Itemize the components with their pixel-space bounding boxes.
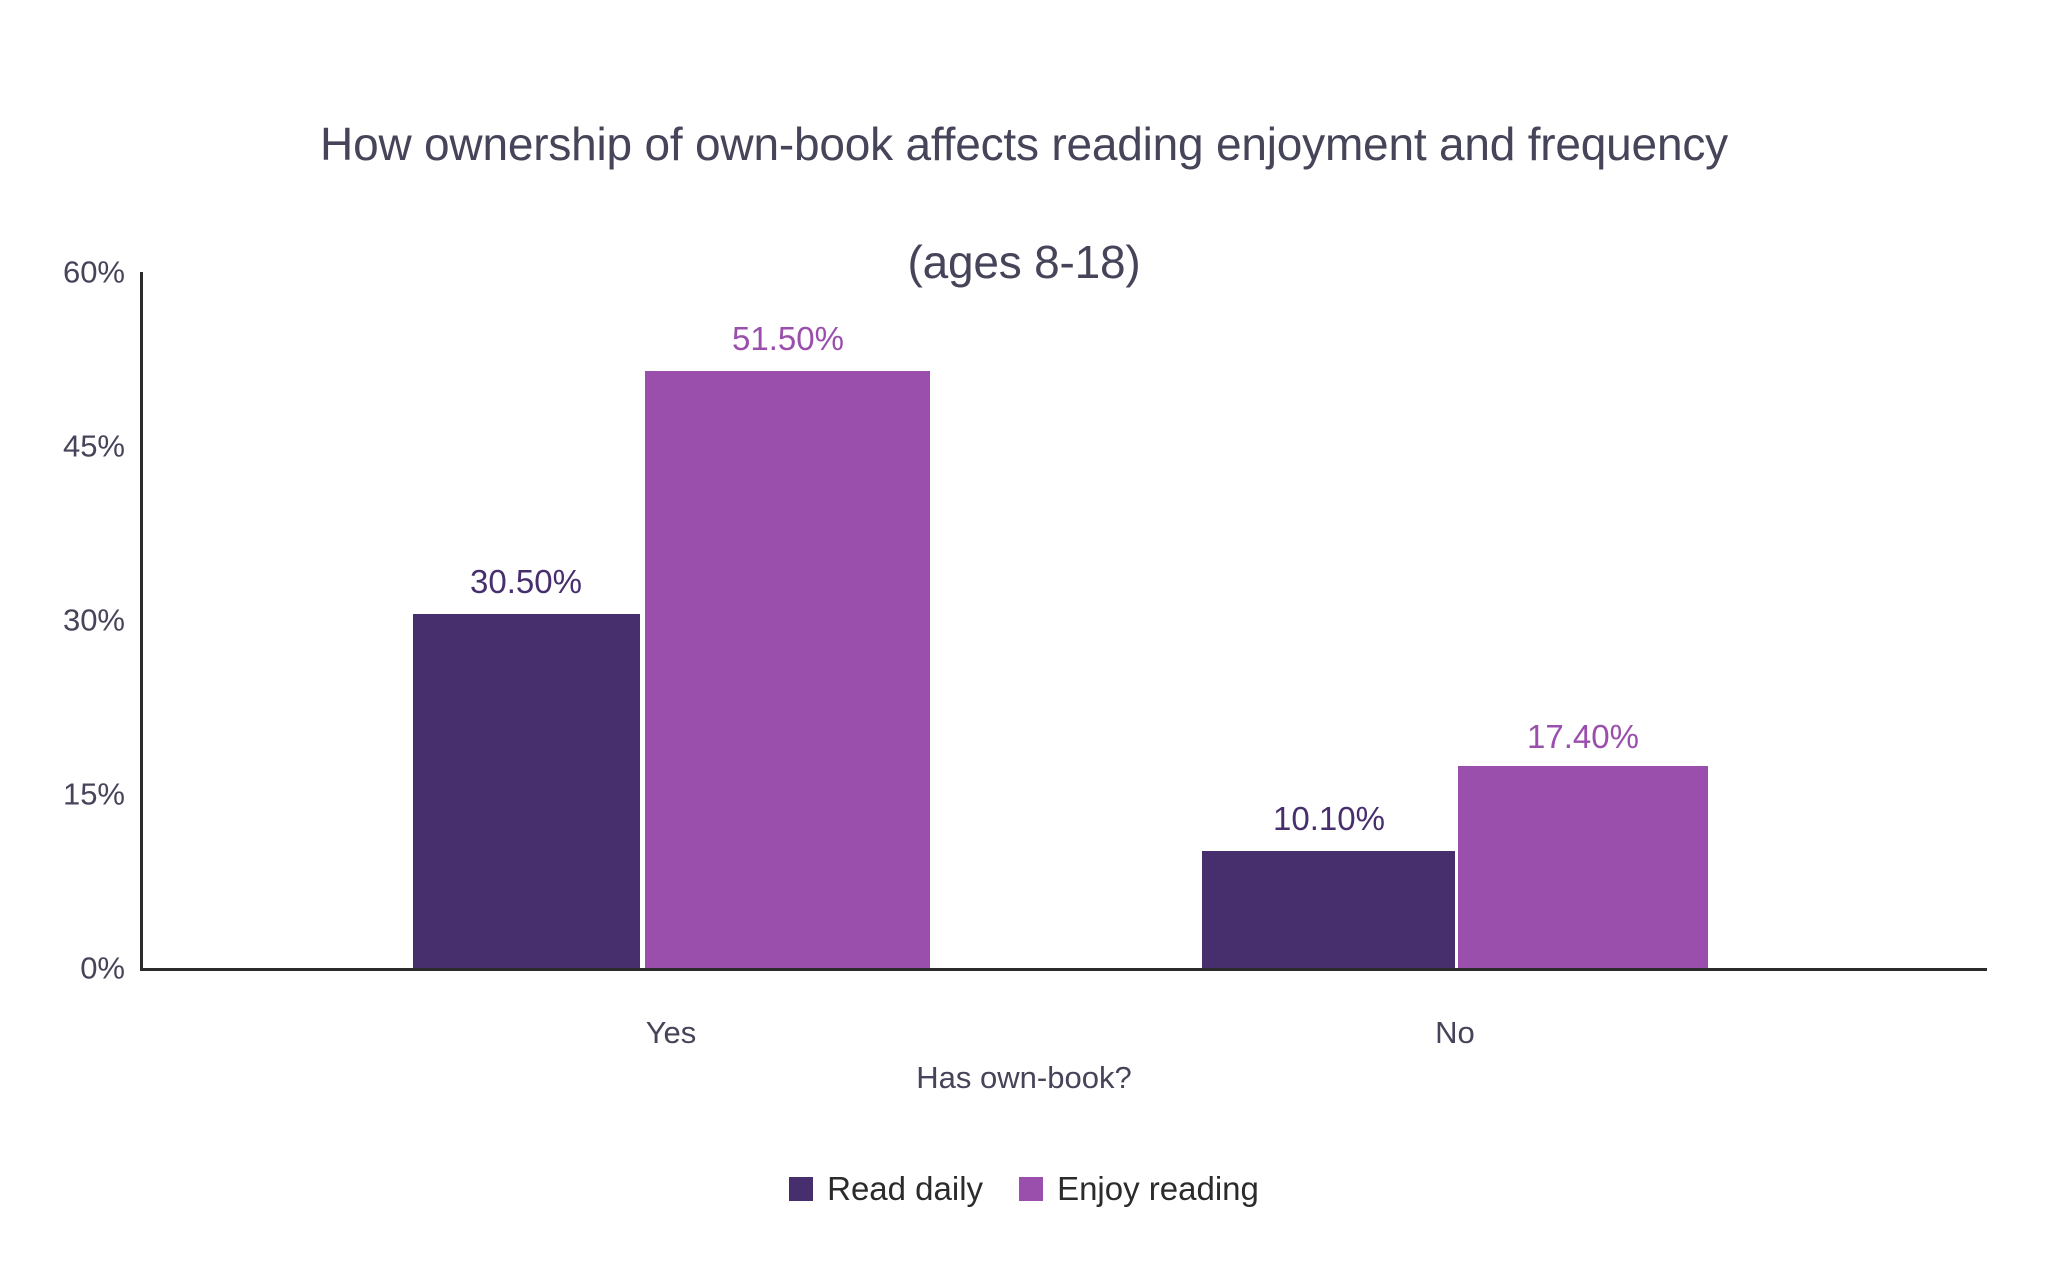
legend-swatch-icon-read-daily xyxy=(789,1176,814,1201)
y-tick-label-60: 60% xyxy=(62,254,125,290)
legend-label-read-daily: Read daily xyxy=(827,1170,984,1207)
legend-item-read-daily[interactable]: Read daily xyxy=(789,1172,983,1205)
chart-title-line-2: (ages 8-18) xyxy=(907,235,1141,288)
bar-yes-read-daily[interactable] xyxy=(413,614,640,968)
x-category-label-yes: Yes xyxy=(645,1015,697,1050)
legend-swatch-icon-enjoy-reading xyxy=(1019,1176,1044,1201)
chart-title: How ownership of own-book affects readin… xyxy=(0,56,2048,292)
x-axis-line xyxy=(140,968,1987,971)
y-tick-label-15: 15% xyxy=(62,776,125,812)
bar-label-yes-enjoy-reading: 51.50% xyxy=(732,320,844,357)
y-axis-line xyxy=(140,272,143,969)
y-tick-label-45: 45% xyxy=(62,428,125,464)
bar-no-enjoy-reading[interactable] xyxy=(1458,766,1708,968)
bar-label-no-read-daily: 10.10% xyxy=(1273,800,1385,837)
legend-label-enjoy-reading: Enjoy reading xyxy=(1057,1170,1259,1207)
bar-yes-enjoy-reading[interactable] xyxy=(645,371,930,968)
chart-legend: Read daily Enjoy reading xyxy=(0,1172,2048,1205)
bar-no-read-daily[interactable] xyxy=(1202,851,1455,968)
x-category-label-no: No xyxy=(1435,1015,1475,1050)
plot-area: 30.50% 51.50% 10.10% 17.40% Yes No xyxy=(140,272,1987,1048)
legend-item-enjoy-reading[interactable]: Enjoy reading xyxy=(1019,1172,1259,1205)
bar-label-yes-read-daily: 30.50% xyxy=(470,563,582,600)
chart-title-line-1: How ownership of own-book affects readin… xyxy=(320,117,1728,170)
y-tick-label-0: 0% xyxy=(80,950,125,986)
y-tick-label-30: 30% xyxy=(62,602,125,638)
x-axis-title: Has own-book? xyxy=(916,1060,1132,1095)
bar-label-no-enjoy-reading: 17.40% xyxy=(1527,718,1639,755)
